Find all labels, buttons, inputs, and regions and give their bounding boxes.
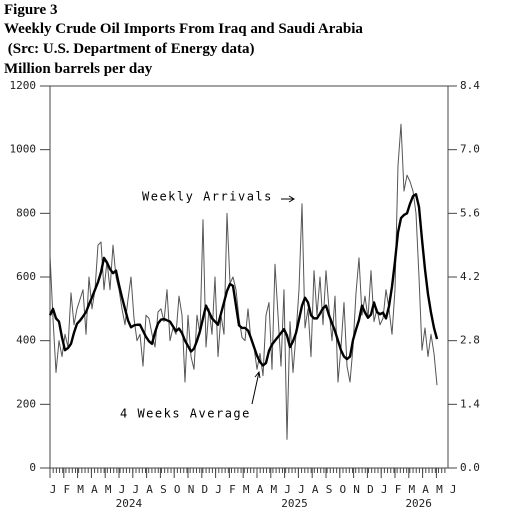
y2-tick-label: 8.4	[460, 79, 480, 92]
x-tick-label: S	[160, 483, 167, 496]
y2-tick-label: 0.0	[460, 461, 480, 474]
x-tick-label: J	[50, 483, 57, 496]
y-axis-title: Million barrels per day	[4, 61, 153, 77]
x-tick-label: O	[174, 483, 181, 496]
x-tick-label: N	[188, 483, 195, 496]
x-tick-label: A	[422, 483, 429, 496]
series-line	[48, 193, 439, 367]
series-line	[49, 123, 438, 440]
x-tick-label: M	[408, 483, 415, 496]
y2-tick-label: 2.8	[460, 334, 480, 347]
annotation-arrow	[251, 370, 261, 405]
year-label: 2024	[116, 497, 143, 510]
x-tick-label: N	[353, 483, 360, 496]
y-tick-label: 200	[16, 397, 36, 410]
x-tick-label: A	[146, 483, 153, 496]
x-tick-label: J	[215, 483, 222, 496]
x-tick-label: J	[284, 483, 291, 496]
chart-subtitle: Weekly Crude Oil Imports From Iraq and S…	[4, 21, 363, 37]
y2-tick-label: 7.0	[460, 143, 480, 156]
x-tick-label: O	[339, 483, 346, 496]
x-tick-label: M	[270, 483, 277, 496]
y2-tick-label: 5.6	[460, 206, 480, 219]
chart-title: Figure 3	[4, 2, 57, 18]
x-tick-label: J	[298, 483, 305, 496]
year-label: 2026	[405, 497, 432, 510]
x-tick-label: A	[91, 483, 98, 496]
y2-tick-label: 4.2	[460, 270, 480, 283]
x-tick-label: D	[367, 483, 374, 496]
x-tick-label: J	[132, 483, 139, 496]
x-tick-label: A	[257, 483, 264, 496]
x-tick-label: M	[105, 483, 112, 496]
annotation: Weekly Arrivals	[142, 190, 273, 204]
x-tick-label: J	[381, 483, 388, 496]
x-tick-label: M	[436, 483, 443, 496]
x-tick-label: A	[312, 483, 319, 496]
annotation: 4 Weeks Average	[120, 407, 251, 421]
x-tick-label: M	[243, 483, 250, 496]
y2-tick-label: 1.4	[460, 397, 480, 410]
x-tick-label: M	[77, 483, 84, 496]
x-tick-label: F	[229, 483, 236, 496]
x-tick-label: S	[326, 483, 333, 496]
x-tick-label: J	[450, 483, 457, 496]
y-tick-label: 0	[29, 461, 36, 474]
y-tick-label: 400	[16, 334, 36, 347]
annotation-arrow	[281, 195, 295, 203]
year-label: 2025	[281, 497, 308, 510]
x-tick-label: F	[63, 483, 70, 496]
x-tick-label: D	[201, 483, 208, 496]
y-tick-label: 600	[16, 270, 36, 283]
y-tick-label: 800	[16, 206, 36, 219]
y-tick-label: 1000	[10, 143, 37, 156]
y-tick-label: 1200	[10, 79, 37, 92]
chart-source: (Src: U.S. Department of Energy data)	[4, 41, 255, 57]
x-tick-label: F	[395, 483, 402, 496]
x-tick-label: J	[119, 483, 126, 496]
